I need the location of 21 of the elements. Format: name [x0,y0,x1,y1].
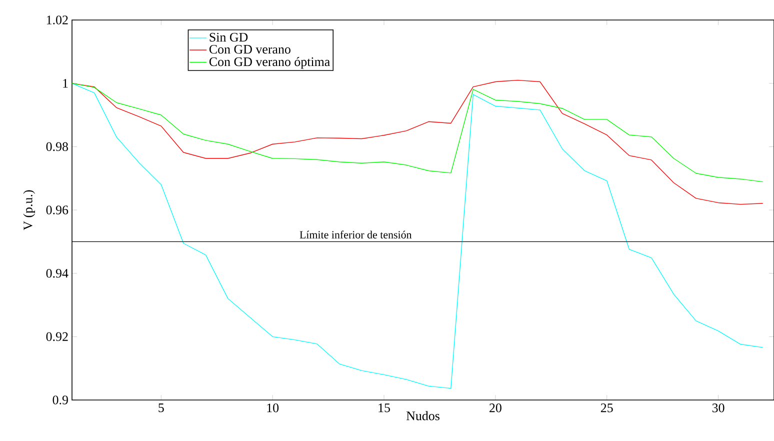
x-tick-label: 5 [158,404,164,412]
x-tick-label: 20 [490,404,502,412]
y-tick-label: 0.94 [46,268,68,278]
legend-label: Sin GD [210,32,248,42]
y-tick-label: 1.02 [46,16,68,24]
y-tick-label: 0.92 [46,332,68,342]
line-series [72,82,764,389]
y-tick-label: 0.96 [46,206,68,214]
y-tick-label: 0.9 [52,396,68,404]
x-tick-label: 25 [600,404,613,412]
x-tick-label: 15 [378,404,390,412]
y-axis-title: V (p.u.) [23,190,35,230]
legend-label: Con GD verano [209,44,290,54]
y-tick-label: 0.98 [46,142,68,152]
legend-label: Con GD verano óptima [209,57,330,69]
ref-line-label: Límite inferior de tensión [300,230,412,238]
x-axis-title: Nudos [406,411,440,420]
x-tick-label: 10 [267,404,279,412]
x-tick-label: 30 [712,404,724,412]
y-tick-label: 1 [63,79,68,88]
line-series [72,82,764,182]
